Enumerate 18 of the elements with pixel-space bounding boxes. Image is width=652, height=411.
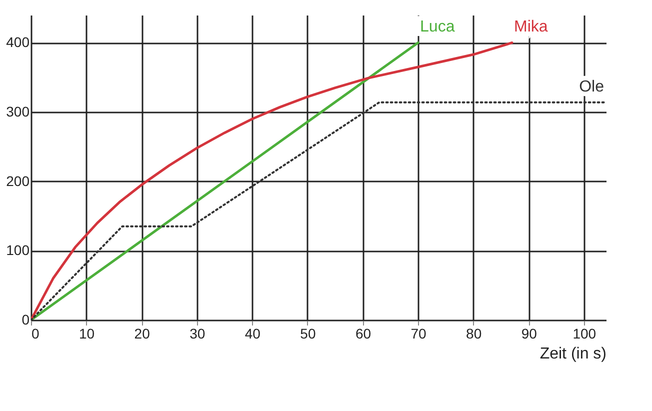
y-tick-label: 200	[6, 172, 30, 189]
x-tick-label: 100	[572, 326, 596, 342]
line-series	[31, 41, 514, 320]
series-label: Luca	[420, 18, 455, 36]
y-tick-label: 100	[6, 242, 30, 258]
y-tick-label: 400	[6, 34, 30, 50]
x-tick-label: 90	[521, 326, 538, 342]
y-tick-label: 300	[6, 104, 30, 120]
x-tick-label: 50	[300, 326, 316, 342]
x-tick-label: 60	[355, 326, 372, 342]
x-tick-label: 30	[190, 326, 206, 342]
x-axis-title: Zeit (in s)	[540, 346, 606, 362]
x-tick-label: 10	[79, 326, 95, 342]
x-tick-label: 20	[134, 326, 150, 342]
y-tick-label: 0	[22, 312, 30, 328]
x-tick-label: 40	[244, 326, 261, 342]
x-tick-label: 70	[410, 326, 427, 342]
x-tick-label: 80	[466, 326, 482, 342]
